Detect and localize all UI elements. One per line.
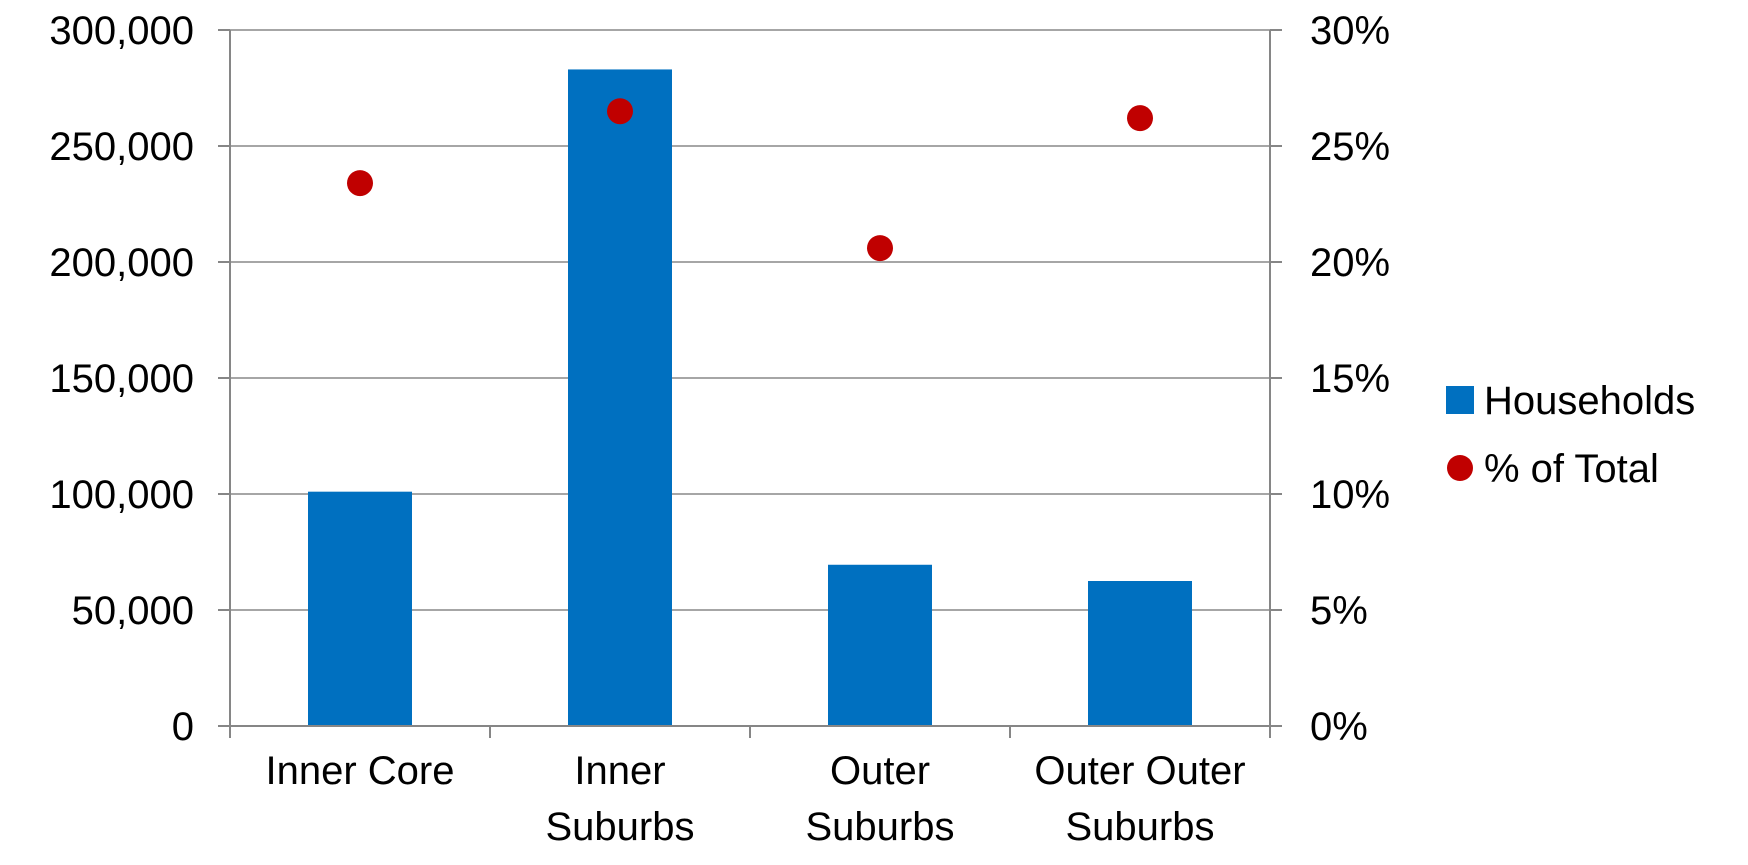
legend-label-households: Households xyxy=(1484,379,1695,423)
right-axis-tick-label: 25% xyxy=(1310,125,1390,169)
point-percent-of-total xyxy=(867,235,893,262)
point-percent-of-total xyxy=(1127,105,1153,132)
category-label: Outer Suburbs xyxy=(806,749,955,849)
bar-households xyxy=(1088,581,1192,726)
right-axis-tick-label: 15% xyxy=(1310,357,1390,401)
left-axis-tick-label: 50,000 xyxy=(72,589,194,633)
bar-households xyxy=(308,491,412,726)
category-axis-labels: Inner Core Inner Suburbs Outer Suburbs Outer … xyxy=(266,749,1246,849)
right-axis-tick-label: 30% xyxy=(1310,9,1390,53)
legend-swatch-households xyxy=(1446,386,1474,414)
left-axis-tick-label: 0 xyxy=(172,705,194,749)
category-label: Inner Suburbs xyxy=(546,749,695,849)
left-axis-tick-label: 250,000 xyxy=(49,125,194,169)
left-axis-tick-label: 100,000 xyxy=(49,473,194,517)
right-axis-tick-label: 0% xyxy=(1310,705,1368,749)
percent-points xyxy=(347,98,1153,262)
right-axis-tick-label: 10% xyxy=(1310,473,1390,517)
bar-households xyxy=(568,69,672,726)
chart-axes xyxy=(218,29,1282,738)
left-axis-tick-label: 300,000 xyxy=(49,9,194,53)
point-percent-of-total xyxy=(347,170,373,197)
legend-marker-percent xyxy=(1447,455,1473,481)
left-axis-tick-label: 150,000 xyxy=(49,357,194,401)
left-axis-tick-label: 200,000 xyxy=(49,241,194,285)
legend: Households % of Total xyxy=(1446,379,1695,491)
legend-label-percent: % of Total xyxy=(1484,447,1659,491)
category-label: Inner Core xyxy=(266,749,455,793)
point-percent-of-total xyxy=(607,98,633,125)
category-label: Outer Outer Suburbs xyxy=(1034,749,1245,849)
right-axis-tick-label: 20% xyxy=(1310,241,1390,285)
left-axis-tick-labels: 0 50,000 100,000 150,000 200,000 250,000 300,0… xyxy=(49,9,194,749)
right-axis-tick-labels: 0% 5% 10% 15% 20% 25% 30% xyxy=(1310,9,1390,749)
bar-households xyxy=(828,564,932,726)
households-bars xyxy=(308,69,1192,726)
right-axis-tick-label: 5% xyxy=(1310,589,1368,633)
